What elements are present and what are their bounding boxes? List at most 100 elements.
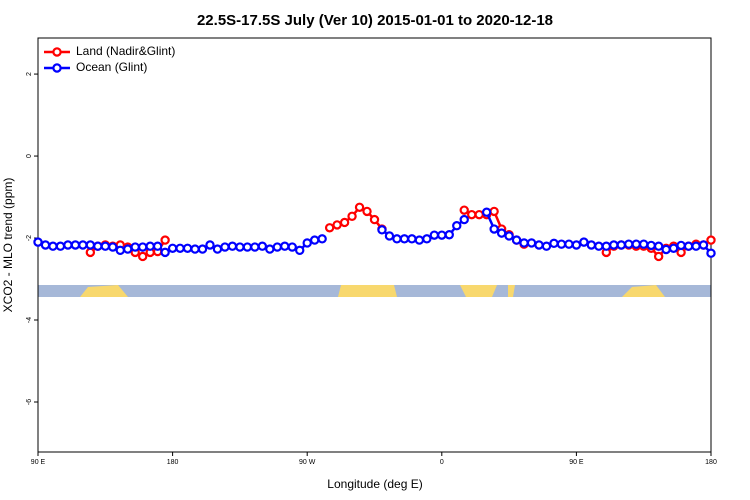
legend-marker xyxy=(52,63,62,73)
data-point xyxy=(571,240,582,250)
legend-label: Ocean (Glint) xyxy=(76,60,147,74)
data-point xyxy=(579,237,589,247)
data-point xyxy=(452,221,462,231)
data-point xyxy=(48,241,58,251)
data-point xyxy=(93,241,103,251)
data-point xyxy=(33,237,43,247)
legend-item: Land (Nadir&Glint) xyxy=(44,44,175,58)
y-tick-label: 0 xyxy=(26,154,33,158)
data-point xyxy=(339,217,350,228)
data-point xyxy=(392,234,402,244)
y-tick-label: -4 xyxy=(26,317,33,323)
data-point xyxy=(549,238,559,249)
x-axis-label: Longitude (deg E) xyxy=(327,477,422,491)
data-point xyxy=(459,214,469,225)
data-point xyxy=(130,242,140,252)
data-point xyxy=(205,240,215,250)
x-tick-label: 90 E xyxy=(31,459,46,466)
data-point xyxy=(160,247,170,258)
data-point xyxy=(227,241,238,251)
data-point xyxy=(496,228,507,238)
data-point xyxy=(115,245,125,256)
data-point xyxy=(429,230,440,240)
data-point xyxy=(272,242,282,252)
data-point xyxy=(160,235,170,245)
y-tick-label: -2 xyxy=(26,235,33,241)
land-mask xyxy=(38,285,711,297)
data-point xyxy=(624,239,634,249)
data-point xyxy=(422,234,432,244)
data-point xyxy=(100,241,111,251)
data-point xyxy=(556,239,567,249)
y-tick-label: -6 xyxy=(26,399,33,405)
data-point xyxy=(653,251,664,262)
data-point xyxy=(317,234,327,244)
data-point xyxy=(295,245,305,256)
data-point xyxy=(324,223,335,233)
data-point xyxy=(78,240,88,250)
data-point xyxy=(197,244,208,254)
data-point xyxy=(55,241,66,251)
data-point xyxy=(123,244,133,254)
data-point xyxy=(354,202,365,212)
data-point xyxy=(691,241,701,251)
x-tick-label: 0 xyxy=(440,459,444,466)
y-axis-label: XCO2 - MLO trend (ppm) xyxy=(1,178,15,313)
data-point xyxy=(601,241,612,251)
data-point xyxy=(639,239,649,249)
data-point xyxy=(212,244,223,254)
y-tick-label: 2 xyxy=(26,72,33,76)
data-point xyxy=(706,235,716,245)
data-point xyxy=(586,240,597,250)
data-point xyxy=(504,231,514,241)
data-point xyxy=(152,241,163,251)
data-point xyxy=(683,241,694,251)
data-point xyxy=(414,235,425,245)
data-point xyxy=(287,242,297,252)
data-point xyxy=(631,239,641,249)
data-point xyxy=(459,205,469,215)
legend-label: Land (Nadir&Glint) xyxy=(76,44,175,58)
data-point xyxy=(437,230,447,240)
data-point xyxy=(63,240,73,250)
data-point xyxy=(137,242,148,252)
data-point xyxy=(137,251,148,262)
data-point xyxy=(85,240,96,250)
data-point xyxy=(190,244,200,254)
legend-marker xyxy=(52,47,62,57)
data-point xyxy=(564,239,574,249)
data-point xyxy=(40,240,51,250)
land-strip xyxy=(622,285,665,297)
data-point xyxy=(616,240,626,250)
data-point xyxy=(377,225,387,235)
data-point xyxy=(145,241,155,251)
data-point xyxy=(182,243,193,253)
data-point xyxy=(541,241,552,251)
land-strip xyxy=(80,285,128,297)
data-point xyxy=(594,241,604,251)
data-point xyxy=(235,242,245,252)
data-point xyxy=(676,240,686,251)
data-point xyxy=(444,230,454,240)
data-point xyxy=(70,240,81,250)
data-point xyxy=(220,242,230,252)
data-point xyxy=(175,243,185,253)
data-point xyxy=(661,244,671,255)
data-point xyxy=(250,242,260,252)
legend-item: Ocean (Glint) xyxy=(44,60,147,74)
data-point xyxy=(668,243,679,253)
data-point xyxy=(167,243,178,253)
data-point xyxy=(362,206,372,217)
land-strip xyxy=(338,285,397,297)
data-point xyxy=(302,238,312,248)
data-point xyxy=(265,244,275,254)
data-point xyxy=(653,241,664,251)
data-point xyxy=(474,209,484,220)
data-point xyxy=(511,235,522,245)
land-strip xyxy=(460,285,497,297)
data-point xyxy=(384,231,395,241)
data-point xyxy=(481,207,492,217)
data-point xyxy=(489,224,499,234)
data-point xyxy=(280,241,290,251)
